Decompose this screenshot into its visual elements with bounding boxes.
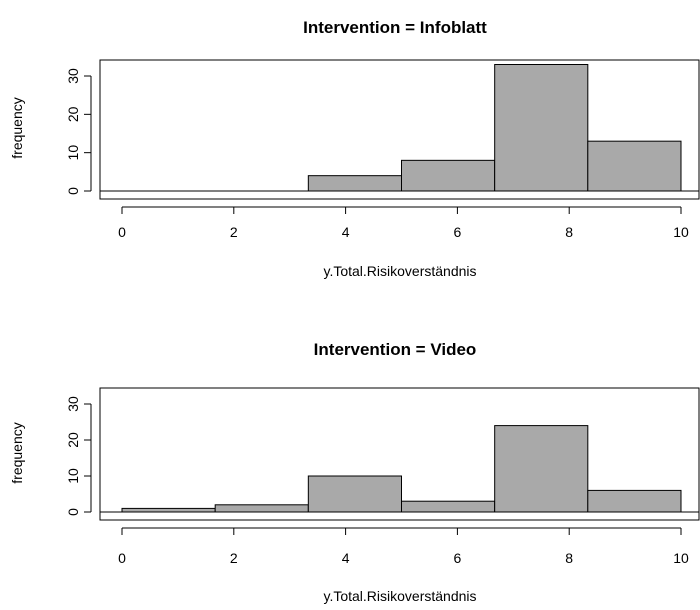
histogram-bar <box>494 64 589 192</box>
y-tick-label: 10 <box>65 468 81 484</box>
x-tick-label: 4 <box>342 550 350 566</box>
x-tick-label: 6 <box>454 224 462 240</box>
histogram-bar <box>214 504 309 513</box>
x-tick-label: 10 <box>673 224 689 240</box>
panel-title: Intervention = Infoblatt <box>303 18 487 37</box>
y-tick-label: 30 <box>65 68 81 84</box>
y-tick-label: 0 <box>65 187 81 195</box>
y-tick-label: 20 <box>65 106 81 122</box>
histogram-bar <box>494 425 589 513</box>
histogram-bar <box>401 159 496 192</box>
x-tick-label: 2 <box>230 224 238 240</box>
x-tick-label: 0 <box>118 550 126 566</box>
plot-frame <box>99 387 700 521</box>
panel-infoblatt: Intervention = Infoblatt frequency y.Tot… <box>9 18 700 279</box>
x-tick-label: 10 <box>673 550 689 566</box>
y-axis-label: frequency <box>9 422 25 483</box>
x-tick-label: 6 <box>454 550 462 566</box>
histogram-bar <box>307 175 402 192</box>
x-tick-label: 8 <box>565 224 573 240</box>
plot-frame <box>99 59 700 200</box>
histogram-bar <box>587 489 682 513</box>
x-tick-label: 2 <box>230 550 238 566</box>
y-tick-label: 20 <box>65 432 81 448</box>
y-tick-label: 10 <box>65 145 81 161</box>
histogram-bar <box>121 507 216 513</box>
histogram-bar <box>307 475 402 513</box>
x-axis-label: y.Total.Risikoverständnis <box>323 263 476 279</box>
panel-title: Intervention = Video <box>314 340 477 359</box>
x-tick-label: 4 <box>342 224 350 240</box>
y-tick-label: 0 <box>65 508 81 516</box>
x-tick-label: 8 <box>565 550 573 566</box>
histogram-bar <box>401 500 496 513</box>
x-tick-label: 0 <box>118 224 126 240</box>
panel-video: Intervention = Video frequency y.Total.R… <box>9 340 700 604</box>
y-tick-label: 30 <box>65 396 81 412</box>
x-axis-label: y.Total.Risikoverständnis <box>323 588 476 604</box>
y-axis-label: frequency <box>9 97 25 158</box>
histogram-bar <box>587 140 682 192</box>
